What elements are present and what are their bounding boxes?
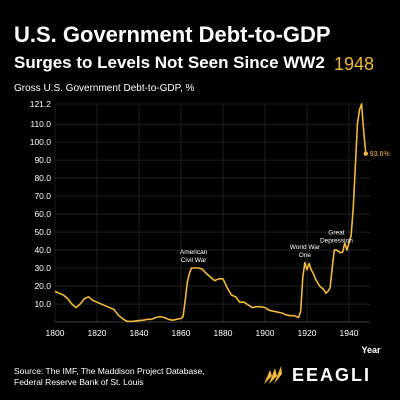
x-tick-label: 1880 (214, 328, 233, 338)
x-tick-label: 1820 (88, 328, 107, 338)
y-tick-label: 110.0 (30, 119, 51, 129)
x-tick-label: 1860 (172, 328, 191, 338)
logo-text: EEAGLI (292, 364, 372, 385)
end-point-marker (363, 151, 368, 156)
y-axis-label: Gross U.S. Government Debt-to-GDP, % (14, 83, 195, 94)
x-axis-label: Year (361, 345, 381, 355)
eagle-icon (264, 366, 282, 384)
source-line-2: Federal Reserve Bank of St. Louis (14, 377, 144, 387)
y-tick-label: 50.0 (34, 227, 51, 237)
x-tick-label: 1900 (256, 328, 275, 338)
y-ticks: 10.0 20.0 30.0 40.0 50.0 60.0 70.0 80.0 90.0 100.… (30, 99, 52, 309)
source-note: Source: The IMF, The Maddison Project Da… (14, 366, 234, 388)
y-tick-label: 40.0 (34, 245, 51, 255)
x-tick-label: 1920 (298, 328, 317, 338)
annotation-label: American Civil War (180, 249, 208, 264)
y-tick-label: 10.0 (34, 299, 51, 309)
end-value-label: 93.6% (370, 151, 390, 158)
source-line-1: Source: The IMF, The Maddison Project Da… (14, 366, 205, 376)
y-tick-label: 20.0 (34, 281, 51, 291)
y-tick-label: 30.0 (34, 263, 51, 273)
y-tick-label: 70.0 (34, 191, 51, 201)
x-ticks: 1800 1820 1840 1860 1880 1900 1920 1940 (46, 328, 359, 338)
y-tick-label: 80.0 (34, 173, 51, 183)
annotation-label: Great Depression (320, 229, 353, 244)
brand-logo: EEAGLI (262, 364, 371, 386)
y-tick-label: 121.2 (30, 99, 52, 109)
series-line (54, 103, 367, 323)
page-subtitle: Surges to Levels Not Seen Since WW2 (14, 53, 325, 72)
x-tick-label: 1840 (130, 328, 149, 338)
page-title: U.S. Government Debt-to-GDP (14, 22, 331, 47)
x-tick-label: 1800 (46, 328, 65, 338)
annotation-label: World War One (290, 244, 321, 259)
y-tick-label: 60.0 (34, 209, 51, 219)
year-indicator: 1948 (334, 54, 375, 74)
y-tick-label: 100.0 (30, 137, 52, 147)
grid-layer (54, 103, 370, 323)
x-tick-label: 1940 (340, 328, 359, 338)
y-tick-label: 90.0 (34, 155, 51, 165)
